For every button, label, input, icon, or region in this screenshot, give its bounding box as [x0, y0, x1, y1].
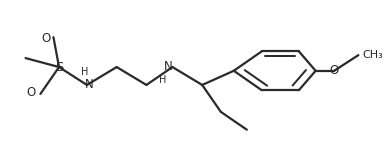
Text: N: N — [164, 60, 173, 73]
Text: H: H — [81, 67, 89, 77]
Text: S: S — [55, 60, 63, 74]
Text: H: H — [159, 75, 167, 85]
Text: N: N — [84, 78, 93, 91]
Text: O: O — [41, 32, 51, 45]
Text: O: O — [27, 86, 36, 99]
Text: O: O — [330, 64, 339, 76]
Text: CH₃: CH₃ — [363, 50, 384, 60]
